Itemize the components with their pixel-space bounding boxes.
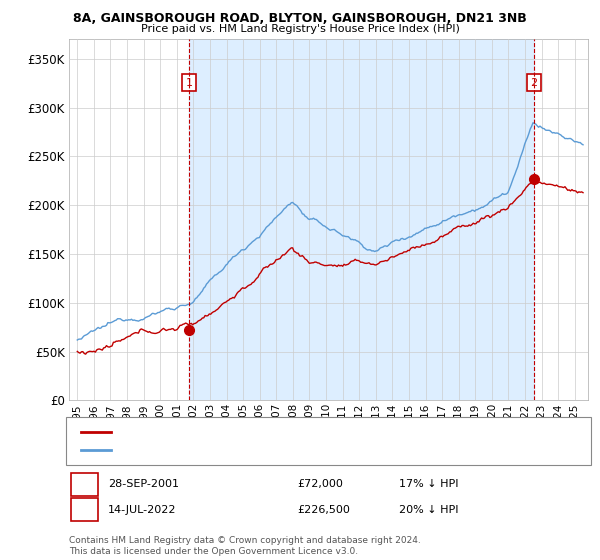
Text: 1: 1	[81, 478, 88, 491]
Text: 8A, GAINSBOROUGH ROAD, BLYTON, GAINSBOROUGH, DN21 3NB: 8A, GAINSBOROUGH ROAD, BLYTON, GAINSBORO…	[73, 12, 527, 25]
Text: £226,500: £226,500	[297, 505, 350, 515]
Bar	[189, 39, 534, 400]
Text: £72,000: £72,000	[297, 479, 343, 489]
Text: 1: 1	[186, 77, 193, 87]
Text: HPI: Average price, detached house, West Lindsey: HPI: Average price, detached house, West…	[117, 445, 379, 455]
Text: 17% ↓ HPI: 17% ↓ HPI	[399, 479, 458, 489]
Text: 20% ↓ HPI: 20% ↓ HPI	[399, 505, 458, 515]
Text: 8A, GAINSBOROUGH ROAD, BLYTON, GAINSBOROUGH, DN21 3NB (detached house): 8A, GAINSBOROUGH ROAD, BLYTON, GAINSBORO…	[117, 427, 553, 437]
Text: 28-SEP-2001: 28-SEP-2001	[108, 479, 179, 489]
Text: 2: 2	[81, 503, 88, 516]
Text: 2: 2	[530, 77, 538, 87]
Text: 14-JUL-2022: 14-JUL-2022	[108, 505, 176, 515]
Text: Price paid vs. HM Land Registry's House Price Index (HPI): Price paid vs. HM Land Registry's House …	[140, 24, 460, 34]
Text: Contains HM Land Registry data © Crown copyright and database right 2024.
This d: Contains HM Land Registry data © Crown c…	[69, 536, 421, 556]
